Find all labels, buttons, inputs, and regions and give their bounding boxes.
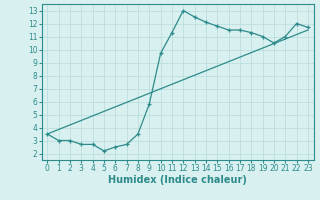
X-axis label: Humidex (Indice chaleur): Humidex (Indice chaleur)	[108, 175, 247, 185]
